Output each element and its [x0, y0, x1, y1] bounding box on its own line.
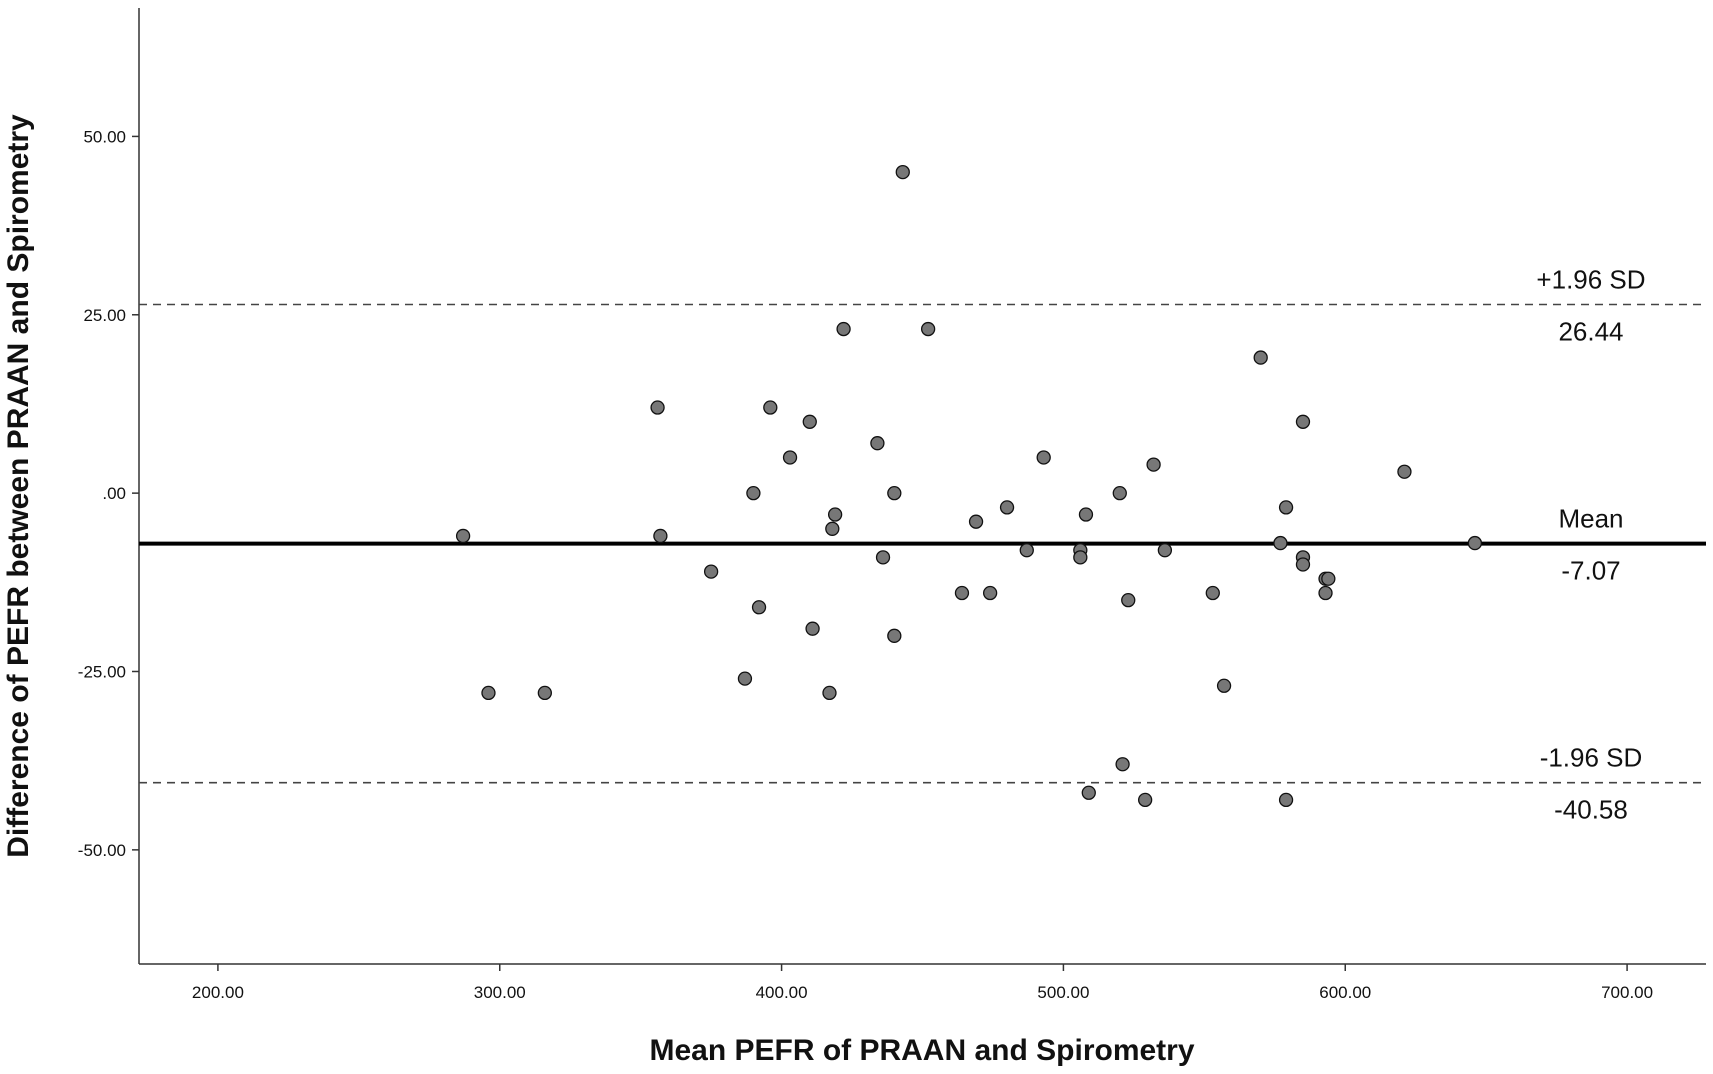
lower-line-value: -40.58 — [1554, 795, 1628, 825]
data-point — [895, 164, 910, 180]
data-point — [954, 585, 970, 601]
data-point — [982, 585, 998, 601]
x-tick-label: 700.00 — [1601, 983, 1653, 1002]
data-point — [737, 671, 753, 686]
data-point — [763, 400, 778, 415]
data-point — [1295, 557, 1311, 572]
mean-line-value: -7.07 — [1561, 556, 1620, 586]
data-point — [920, 321, 936, 337]
data-point — [1078, 507, 1094, 522]
data-point — [653, 528, 668, 544]
data-point — [1278, 792, 1294, 808]
reference-lines: +1.96 SD 26.44 Mean -7.07 -1.96 SD -40.58 — [139, 265, 1706, 825]
data-point — [1073, 550, 1088, 565]
data-point — [1137, 792, 1153, 808]
data-point — [887, 485, 902, 501]
data-point — [1121, 592, 1136, 608]
data-point — [1397, 464, 1412, 479]
data-point — [1273, 535, 1288, 551]
y-axis-ticks: 50.00 25.00 .00 -25.00 -50.00 — [78, 127, 139, 860]
data-point — [1467, 535, 1483, 551]
x-axis-title: Mean PEFR of PRAAN and Spirometry — [649, 1034, 1194, 1067]
data-point — [751, 600, 767, 615]
lower-line-label: -1.96 SD — [1540, 743, 1643, 773]
data-point — [1216, 678, 1232, 693]
y-tick-label: 25.00 — [83, 306, 126, 325]
mean-line-label: Mean — [1558, 504, 1623, 534]
data-point — [1253, 350, 1268, 365]
x-tick-label: 300.00 — [474, 983, 526, 1002]
data-point — [822, 685, 837, 701]
data-point — [825, 521, 840, 536]
data-point — [703, 564, 719, 579]
data-point — [802, 414, 817, 429]
x-tick-label: 200.00 — [192, 983, 244, 1002]
data-point — [1321, 571, 1336, 586]
x-tick-label: 500.00 — [1037, 983, 1089, 1002]
data-point — [1112, 485, 1127, 501]
data-point — [1157, 543, 1173, 558]
data-point — [481, 685, 496, 701]
data-points — [455, 164, 1483, 808]
data-point — [875, 550, 891, 565]
data-point — [1295, 414, 1311, 429]
y-tick-label: 50.00 — [83, 127, 126, 146]
data-point — [968, 514, 984, 529]
data-point — [455, 528, 471, 544]
data-point — [537, 685, 552, 701]
data-point — [1278, 500, 1294, 515]
y-tick-label: -50.00 — [78, 841, 126, 860]
upper-line-label: +1.96 SD — [1536, 265, 1645, 295]
y-axis-title: Difference of PEFR between PRAAN and Spi… — [2, 114, 35, 858]
x-tick-label: 400.00 — [756, 983, 808, 1002]
data-point — [836, 321, 851, 337]
data-point — [746, 485, 761, 501]
data-point — [1146, 457, 1161, 472]
data-point — [650, 400, 665, 415]
x-axis-ticks: 200.00 300.00 400.00 500.00 600.00 700.00 — [192, 964, 1653, 1002]
plot-area: +1.96 SD 26.44 Mean -7.07 -1.96 SD -40.58 50.… — [78, 8, 1706, 1002]
data-point — [1019, 543, 1034, 558]
data-point — [1081, 785, 1096, 800]
y-tick-label: -25.00 — [78, 662, 126, 681]
data-point — [887, 628, 902, 643]
data-point — [870, 436, 885, 451]
x-tick-label: 600.00 — [1319, 983, 1371, 1002]
data-point — [782, 450, 798, 465]
upper-line-value: 26.44 — [1558, 317, 1623, 347]
data-point — [1115, 757, 1130, 772]
data-point — [999, 500, 1015, 515]
data-point — [827, 507, 843, 522]
data-point — [1318, 585, 1333, 601]
data-point — [1036, 450, 1051, 465]
y-tick-label: .00 — [102, 484, 126, 503]
data-point — [1205, 585, 1220, 601]
data-point — [805, 621, 820, 636]
